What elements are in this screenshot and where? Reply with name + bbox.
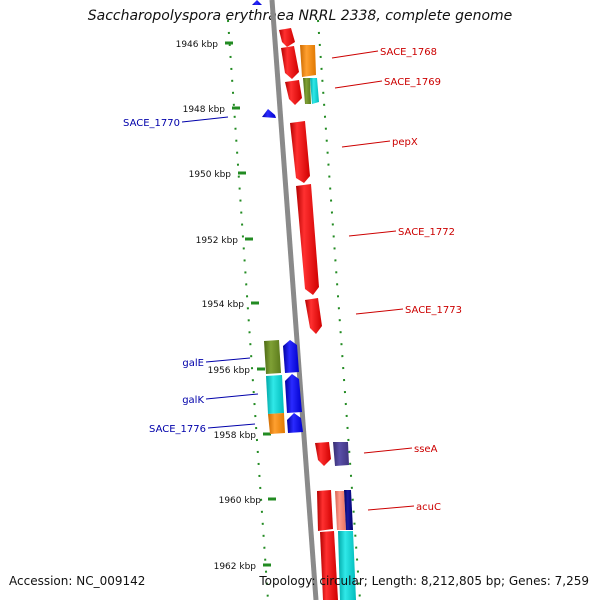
ruler-tick-label: 1960 kbp <box>219 496 262 506</box>
gene-labels: SACE_1768 SACE_1769 pepX SACE_1772 SACE_1773… <box>123 47 462 513</box>
gene-feature-forward[interactable] <box>281 46 299 79</box>
gene-feature-forward[interactable] <box>300 45 316 77</box>
forward-gene-label[interactable]: SACE_1769 <box>384 77 441 88</box>
gene-feature-forward[interactable] <box>303 78 311 104</box>
genome-summary-text: Topology: circular; Length: 8,212,805 bp… <box>259 574 589 588</box>
gene-feature-forward[interactable] <box>285 80 302 105</box>
gene-feature-forward[interactable] <box>320 531 338 600</box>
gene-feature-forward[interactable] <box>279 28 295 47</box>
gene-feature-reverse[interactable] <box>287 413 303 433</box>
ruler-tick-label: 1956 kbp <box>208 366 251 376</box>
gene-feature-forward[interactable] <box>338 531 356 600</box>
genome-backbone <box>269 0 319 600</box>
gene-feature-forward[interactable] <box>317 490 333 531</box>
position-ruler: 1946 kbp 1948 kbp 1950 kbp 1952 kbp 1954 kbp… <box>176 40 276 572</box>
gene-feature-reverse[interactable] <box>266 375 284 414</box>
ruler-tick-label: 1950 kbp <box>189 170 232 180</box>
forward-gene-label[interactable]: SACE_1772 <box>398 227 455 238</box>
gene-feature-reverse[interactable] <box>252 0 262 5</box>
reverse-gene-label[interactable]: galK <box>182 395 204 406</box>
forward-gene-label[interactable]: SACE_1773 <box>405 305 462 316</box>
reverse-gene-label[interactable]: SACE_1776 <box>149 424 206 435</box>
forward-track-guide <box>317 19 361 600</box>
forward-gene-label[interactable]: pepX <box>392 137 418 148</box>
gene-feature-forward[interactable] <box>333 442 349 466</box>
leader-line <box>348 230 397 237</box>
reverse-track-guide <box>227 19 269 600</box>
gene-feature-forward[interactable] <box>315 442 331 466</box>
reverse-gene-label[interactable]: galE <box>182 358 204 369</box>
gene-features <box>252 0 356 600</box>
gene-feature-forward[interactable] <box>344 490 353 530</box>
leader-line <box>205 357 251 363</box>
ruler-tick-label: 1962 kbp <box>214 562 257 572</box>
ruler-tick-label: 1946 kbp <box>176 40 219 50</box>
ruler-tick-label: 1954 kbp <box>202 300 245 310</box>
leader-line <box>355 308 404 315</box>
reverse-gene-label[interactable]: SACE_1770 <box>123 118 180 129</box>
forward-gene-label[interactable]: acuC <box>416 502 441 513</box>
accession-text: Accession: NC_009142 <box>9 574 146 588</box>
gene-feature-forward[interactable] <box>305 298 322 334</box>
ruler-tick-label: 1948 kbp <box>183 105 226 115</box>
leader-line <box>334 80 383 89</box>
gene-feature-reverse[interactable] <box>262 109 276 118</box>
map-title: Saccharopolyspora erythraea NRRL 2338, c… <box>87 8 513 24</box>
gene-feature-reverse[interactable] <box>285 374 302 413</box>
gene-feature-reverse[interactable] <box>264 340 281 374</box>
gene-feature-forward[interactable] <box>296 184 319 295</box>
gene-feature-reverse[interactable] <box>283 340 299 373</box>
ruler-tick-label: 1958 kbp <box>214 431 257 441</box>
leader-line <box>341 140 391 148</box>
gene-feature-reverse[interactable] <box>268 413 285 434</box>
leader-line <box>363 447 413 454</box>
gene-feature-forward[interactable] <box>290 121 310 183</box>
leader-line <box>367 505 415 511</box>
forward-gene-label[interactable]: sseA <box>414 444 438 455</box>
leader-line <box>331 50 379 59</box>
leader-line <box>205 393 259 400</box>
leader-line <box>181 116 229 123</box>
gene-feature-forward[interactable] <box>310 78 319 104</box>
gene-feature-forward[interactable] <box>335 491 346 530</box>
forward-gene-label[interactable]: SACE_1768 <box>380 47 437 58</box>
ruler-tick-label: 1952 kbp <box>196 236 239 246</box>
leader-line <box>207 423 256 429</box>
